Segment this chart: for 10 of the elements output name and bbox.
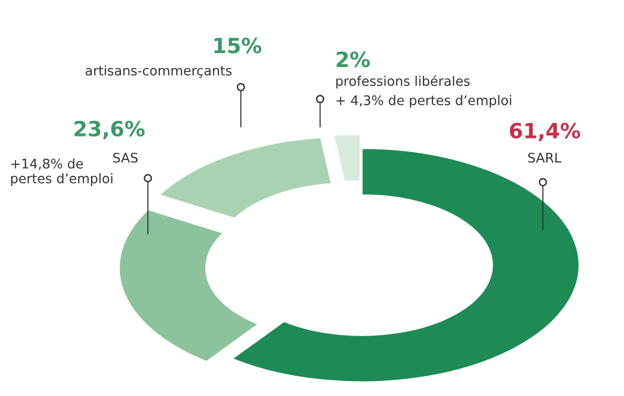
slice-label: SARL [528, 152, 562, 163]
text: +14,8% de pertes d’emploi [11, 158, 112, 186]
data-label: 15% [214, 38, 262, 54]
text: + 4,3% de pertes d’emploi [336, 95, 512, 108]
data-label: 23,6% [74, 120, 145, 140]
data-label: 2% [336, 51, 370, 68]
slice-label: SAS [113, 152, 138, 163]
data-label: 61,4% [510, 122, 580, 142]
slice-label: artisans-commerçants [86, 65, 232, 78]
slice-label: professions libérales [336, 75, 470, 89]
